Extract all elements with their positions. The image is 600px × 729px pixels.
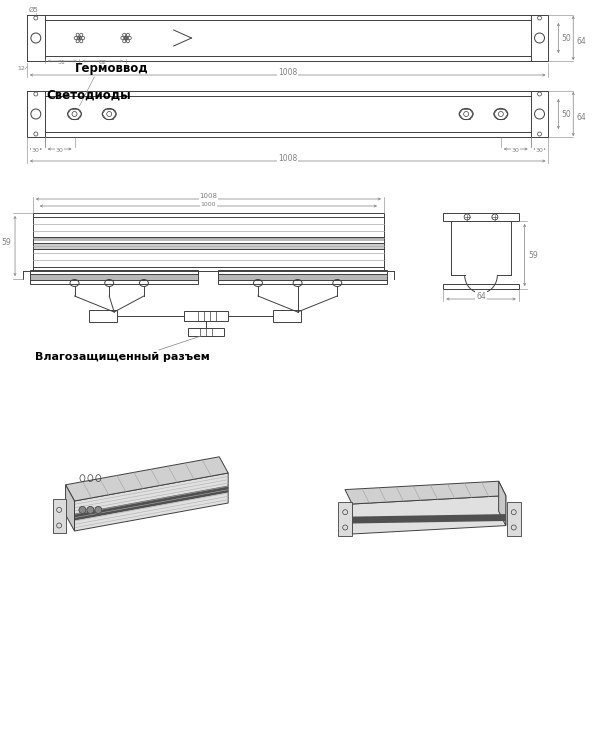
Bar: [184, 311, 227, 321]
Bar: [338, 502, 352, 536]
Text: 1008: 1008: [278, 68, 298, 77]
Circle shape: [79, 37, 80, 39]
Bar: [443, 284, 518, 289]
Bar: [218, 270, 387, 284]
Text: 31: 31: [58, 60, 65, 65]
Bar: [273, 310, 301, 322]
Bar: [45, 15, 530, 61]
Bar: [53, 499, 65, 533]
Bar: [507, 502, 521, 536]
Bar: [33, 237, 384, 241]
Circle shape: [125, 37, 127, 39]
Text: 59: 59: [529, 251, 538, 260]
Text: 30: 30: [32, 148, 40, 153]
Text: 30: 30: [512, 148, 520, 153]
Polygon shape: [352, 514, 506, 523]
Bar: [89, 310, 117, 322]
Circle shape: [95, 507, 102, 513]
Polygon shape: [352, 496, 506, 534]
Text: Светодиоды: Светодиоды: [47, 89, 131, 102]
Text: Ø5: Ø5: [29, 7, 38, 13]
Bar: [30, 270, 199, 284]
Bar: [443, 213, 518, 221]
Text: 1008: 1008: [278, 154, 298, 163]
Polygon shape: [74, 486, 228, 521]
Text: 64: 64: [576, 112, 586, 122]
Polygon shape: [499, 481, 506, 526]
Bar: [33, 213, 384, 271]
Text: 50: 50: [562, 109, 571, 119]
Bar: [33, 243, 384, 249]
Text: 64: 64: [476, 292, 486, 300]
Text: 1000: 1000: [200, 201, 216, 206]
Polygon shape: [65, 485, 74, 531]
Text: 59: 59: [1, 238, 11, 246]
Text: 12: 12: [17, 66, 25, 71]
Text: Влагозащищенный разъем: Влагозащищенный разъем: [35, 352, 210, 362]
Bar: [30, 274, 199, 280]
Text: 30: 30: [536, 148, 544, 153]
Bar: [218, 274, 387, 280]
Polygon shape: [65, 457, 228, 501]
Polygon shape: [74, 473, 228, 531]
Polygon shape: [345, 481, 506, 504]
Text: 50: 50: [562, 34, 571, 42]
Text: 30: 30: [56, 148, 64, 153]
Circle shape: [87, 507, 94, 513]
Bar: [188, 328, 224, 336]
Text: 62: 62: [98, 60, 106, 65]
Bar: [45, 91, 530, 137]
Circle shape: [79, 507, 86, 513]
Text: 64: 64: [576, 36, 586, 45]
Text: Гермоввод: Гермоввод: [74, 62, 148, 75]
Text: 1008: 1008: [199, 193, 217, 199]
